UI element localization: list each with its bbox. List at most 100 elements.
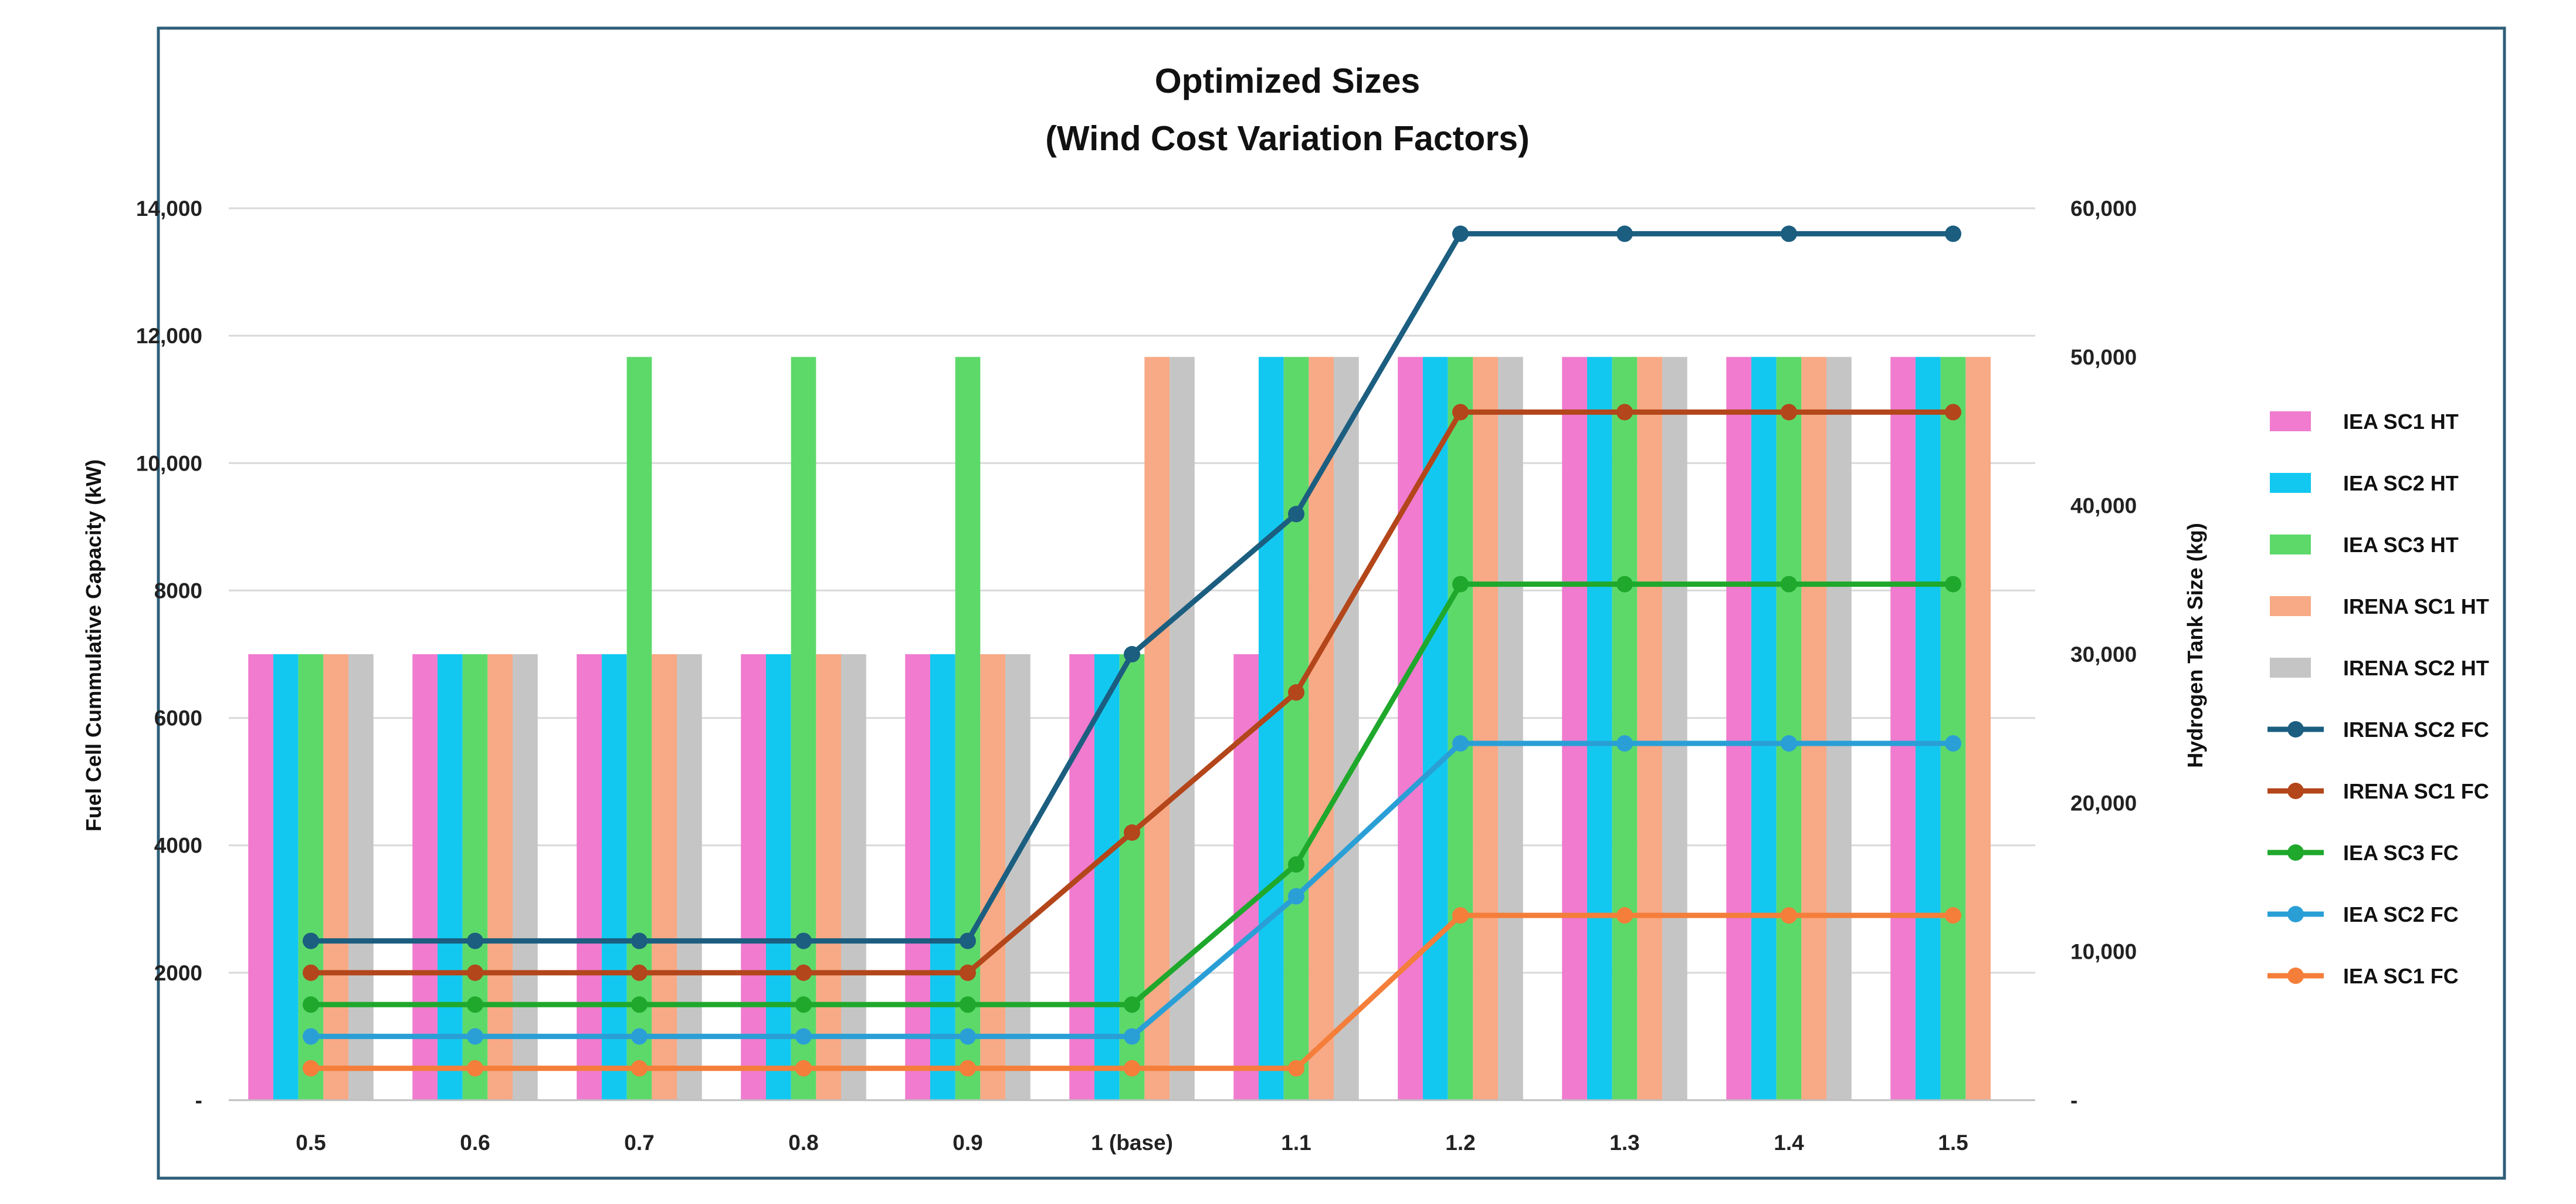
bar (626, 357, 652, 1101)
y-right-tick-label: - (2070, 1088, 2077, 1112)
line-point (303, 932, 319, 949)
bar (437, 654, 463, 1100)
line-point (303, 1060, 319, 1077)
line-point (1288, 888, 1304, 905)
line-point (1945, 225, 1961, 242)
line-point (1616, 225, 1633, 242)
line-point (1124, 824, 1140, 841)
bar (980, 654, 1006, 1100)
bar (412, 654, 438, 1100)
legend-label: IRENA SC2 HT (2343, 656, 2489, 680)
bar (1915, 357, 1941, 1101)
line-point (1781, 907, 1797, 924)
bar (841, 654, 866, 1100)
line-point (1452, 907, 1469, 924)
line-point (795, 964, 812, 981)
y-right-tick-label: 20,000 (2070, 791, 2137, 815)
x-tick-label: 0.7 (624, 1131, 654, 1155)
bar (1170, 357, 1195, 1101)
bar (1562, 357, 1587, 1101)
y-right-tick-label: 50,000 (2070, 345, 2137, 369)
line-point (795, 1060, 812, 1077)
line-point (467, 1060, 483, 1077)
bar (765, 654, 791, 1100)
chart-title-line-2: (Wind Cost Variation Factors) (1045, 119, 1530, 158)
line-point (960, 996, 976, 1013)
line-point (1616, 907, 1633, 924)
line-point (795, 1028, 812, 1045)
bar (1448, 357, 1473, 1101)
legend-marker (2287, 721, 2304, 738)
bar (791, 357, 816, 1101)
bar (1094, 654, 1120, 1100)
bar (513, 654, 538, 1100)
line-point (960, 932, 976, 949)
y-left-tick-label: 2000 (154, 961, 202, 985)
bar (652, 654, 677, 1100)
bar (1473, 357, 1499, 1101)
legend-label: IEA SC3 HT (2343, 533, 2459, 557)
bar-series-group (248, 357, 1991, 1101)
y-right-tick-label: 10,000 (2070, 940, 2137, 964)
line-point (1616, 735, 1633, 752)
bar (1233, 654, 1259, 1100)
bar (816, 654, 842, 1100)
bar (677, 654, 702, 1100)
bar (1826, 357, 1852, 1101)
y-left-tick-label: 10,000 (136, 451, 202, 475)
line-point (631, 996, 648, 1013)
line-point (960, 964, 976, 981)
y-left-tick-label: 8000 (154, 579, 202, 603)
line-series-group (303, 225, 1961, 1077)
line-point (1288, 506, 1304, 523)
bar (1801, 357, 1827, 1101)
line-point (795, 996, 812, 1013)
legend-label: IEA SC2 HT (2343, 471, 2459, 495)
legend-label: IRENA SC1 FC (2343, 779, 2489, 803)
line-point (1452, 404, 1469, 421)
x-tick-label: 1.1 (1281, 1131, 1311, 1155)
line-point (1616, 404, 1633, 421)
legend: IEA SC1 HT IEA SC2 HT IEA SC3 HT IRENA SC1 … (2267, 410, 2489, 988)
y-left-tick-label: - (195, 1088, 202, 1112)
line-point (1781, 576, 1797, 593)
x-tick-label: 1.5 (1938, 1131, 1968, 1155)
legend-marker (2287, 968, 2304, 984)
x-tick-label: 0.5 (296, 1131, 326, 1155)
y-left-tick-label: 14,000 (136, 197, 202, 221)
line-point (960, 1028, 976, 1045)
bar (930, 654, 955, 1100)
legend-label: IEA SC1 FC (2343, 964, 2459, 988)
axes: - 2000 4000 6000 8000 10,000 12,000 14,000 - 10,0… (136, 197, 2137, 1155)
line-point (1616, 576, 1633, 593)
bar (1119, 654, 1145, 1100)
bar (1776, 357, 1802, 1101)
line-point (303, 1028, 319, 1045)
y-right-tick-label: 40,000 (2070, 494, 2137, 518)
bar (1422, 357, 1448, 1101)
line-point (467, 996, 483, 1013)
line-point (1288, 856, 1304, 873)
bar (1726, 357, 1751, 1101)
bar (462, 654, 488, 1100)
line-point (1945, 576, 1961, 593)
bar (348, 654, 374, 1100)
line-point (1124, 646, 1140, 662)
bar (955, 357, 981, 1101)
bar (323, 654, 349, 1100)
line-point (1288, 1060, 1304, 1077)
legend-swatch (2270, 473, 2311, 493)
bar (1334, 357, 1359, 1101)
bar (273, 654, 299, 1100)
legend-swatch (2270, 658, 2311, 678)
bar (487, 654, 513, 1100)
line-point (303, 964, 319, 981)
line-point (1781, 404, 1797, 421)
bar (1637, 357, 1663, 1101)
line-point (631, 932, 648, 949)
line-point (1288, 684, 1304, 701)
x-tick-label: 1.3 (1609, 1131, 1639, 1155)
line-point (1781, 735, 1797, 752)
x-tick-label: 0.8 (788, 1131, 818, 1155)
